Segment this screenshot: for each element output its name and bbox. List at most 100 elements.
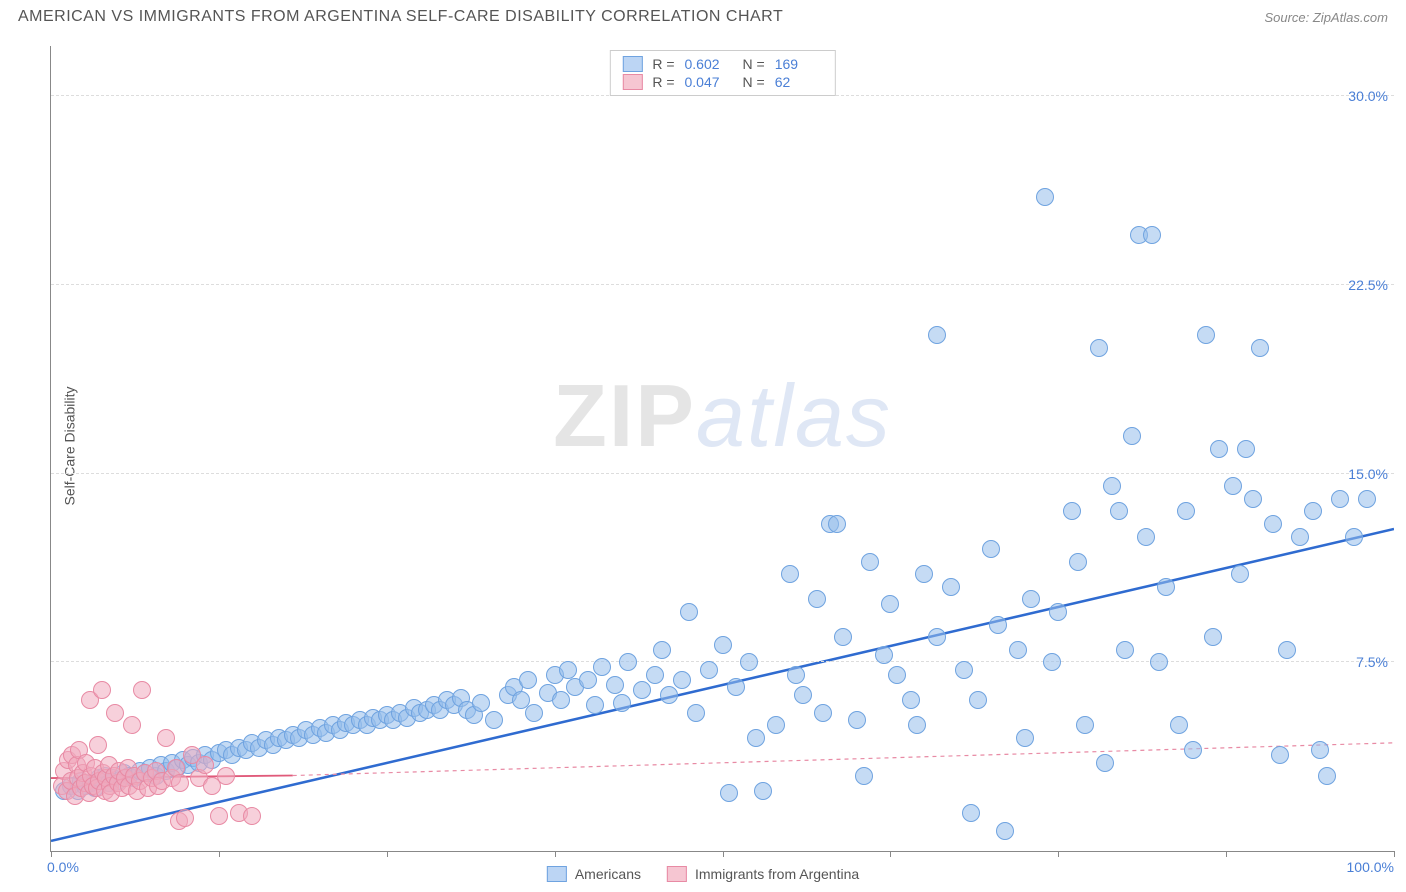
data-point (660, 686, 678, 704)
data-point (593, 658, 611, 676)
legend-item-argentina: Immigrants from Argentina (667, 866, 859, 882)
data-point (1063, 502, 1081, 520)
data-point (928, 326, 946, 344)
data-point (559, 661, 577, 679)
data-point (687, 704, 705, 722)
source-name: ZipAtlas.com (1313, 10, 1388, 25)
data-point (171, 774, 189, 792)
x-tick-mark (219, 851, 220, 857)
data-point (176, 809, 194, 827)
plot-area: ZIPatlas R = 0.602 N = 169 R = 0.047 N =… (50, 46, 1394, 852)
data-point (1143, 226, 1161, 244)
gridline (51, 284, 1394, 285)
data-point (525, 704, 543, 722)
data-point (855, 767, 873, 785)
x-tick-mark (387, 851, 388, 857)
legend-r-label: R = (652, 56, 674, 72)
legend-row: R = 0.602 N = 169 (622, 55, 822, 73)
data-point (767, 716, 785, 734)
data-point (1184, 741, 1202, 759)
data-point (653, 641, 671, 659)
data-point (619, 653, 637, 671)
data-point (794, 686, 812, 704)
data-point (962, 804, 980, 822)
data-point (1210, 440, 1228, 458)
data-point (881, 595, 899, 613)
data-point (942, 578, 960, 596)
data-point (1096, 754, 1114, 772)
watermark: ZIPatlas (553, 365, 892, 467)
data-point (814, 704, 832, 722)
data-point (1123, 427, 1141, 445)
data-point (969, 691, 987, 709)
data-point (1291, 528, 1309, 546)
x-tick-mark (555, 851, 556, 857)
data-point (1304, 502, 1322, 520)
legend-swatch-blue (622, 56, 642, 72)
legend-series: Americans Immigrants from Argentina (547, 866, 859, 882)
data-point (727, 678, 745, 696)
data-point (740, 653, 758, 671)
data-point (1264, 515, 1282, 533)
data-point (1157, 578, 1175, 596)
watermark-zip: ZIP (553, 366, 696, 465)
data-point (908, 716, 926, 734)
x-tick-mark (1394, 851, 1395, 857)
gridline (51, 661, 1394, 662)
chart-source: Source: ZipAtlas.com (1264, 10, 1388, 25)
data-point (747, 729, 765, 747)
data-point (902, 691, 920, 709)
data-point (720, 784, 738, 802)
data-point (834, 628, 852, 646)
x-tick-mark (51, 851, 52, 857)
legend-item-americans: Americans (547, 866, 641, 882)
y-tick-label: 30.0% (1348, 88, 1388, 104)
legend-r-label: R = (652, 74, 674, 90)
data-point (1103, 477, 1121, 495)
data-point (93, 681, 111, 699)
data-point (210, 807, 228, 825)
data-point (828, 515, 846, 533)
data-point (519, 671, 537, 689)
watermark-atlas: atlas (696, 366, 892, 465)
legend-swatch-pink (667, 866, 687, 882)
gridline (51, 473, 1394, 474)
data-point (133, 681, 151, 699)
data-point (955, 661, 973, 679)
data-point (1043, 653, 1061, 671)
data-point (1318, 767, 1336, 785)
legend-n-label: N = (743, 56, 765, 72)
source-prefix: Source: (1264, 10, 1312, 25)
data-point (1022, 590, 1040, 608)
data-point (673, 671, 691, 689)
data-point (875, 646, 893, 664)
data-point (1170, 716, 1188, 734)
data-point (700, 661, 718, 679)
data-point (106, 704, 124, 722)
data-point (1278, 641, 1296, 659)
data-point (1036, 188, 1054, 206)
data-point (1237, 440, 1255, 458)
data-point (989, 616, 1007, 634)
data-point (613, 694, 631, 712)
data-point (1177, 502, 1195, 520)
data-point (1331, 490, 1349, 508)
legend-swatch-blue (547, 866, 567, 882)
data-point (1116, 641, 1134, 659)
trend-lines-svg (51, 46, 1394, 851)
data-point (1150, 653, 1168, 671)
x-tick-label: 0.0% (47, 859, 79, 875)
data-point (754, 782, 772, 800)
data-point (157, 729, 175, 747)
data-point (217, 767, 235, 785)
x-tick-mark (890, 851, 891, 857)
data-point (1110, 502, 1128, 520)
data-point (1076, 716, 1094, 734)
data-point (586, 696, 604, 714)
data-point (1049, 603, 1067, 621)
x-tick-mark (1058, 851, 1059, 857)
data-point (606, 676, 624, 694)
data-point (1251, 339, 1269, 357)
data-point (680, 603, 698, 621)
x-tick-label: 100.0% (1347, 859, 1394, 875)
